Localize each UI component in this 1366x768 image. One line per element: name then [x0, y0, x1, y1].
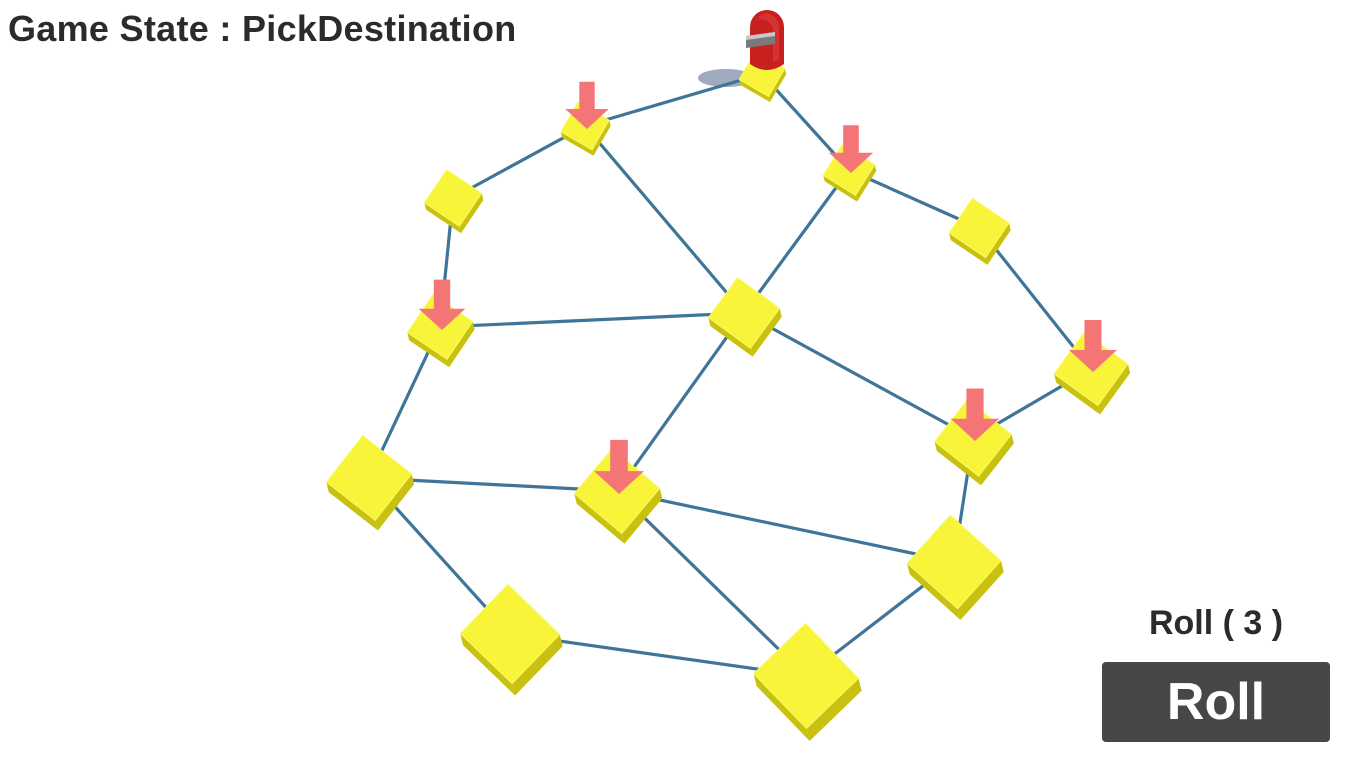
game-state-label: Game State : PickDestination [8, 8, 517, 49]
board-tile-t13[interactable] [459, 583, 563, 696]
player-pawn-icon[interactable] [746, 10, 784, 70]
board-tile-t7[interactable] [707, 277, 782, 357]
destination-arrow-icon [950, 388, 1000, 441]
path-t2-t7 [583, 124, 746, 315]
board-overlays [418, 10, 1117, 494]
destination-arrow-icon [418, 279, 466, 330]
path-t1-t2 [583, 72, 764, 128]
path-t5-t8 [977, 226, 1093, 371]
roll-count-label: Roll ( 3 ) [1148, 604, 1284, 642]
path-t6-t7 [438, 311, 746, 329]
path-t11-t14 [615, 489, 808, 678]
board-tile-t10[interactable] [325, 434, 415, 531]
board-tile-t14[interactable] [752, 622, 862, 741]
board-tile-t12[interactable] [906, 514, 1004, 620]
path-t3-t7 [742, 168, 851, 315]
roll-button[interactable]: Roll [1102, 662, 1330, 742]
destination-arrow-icon [594, 439, 644, 494]
path-t7-t9 [742, 311, 975, 440]
destination-arrow-icon [1069, 320, 1117, 372]
path-t7-t11 [615, 311, 746, 493]
board-tile-t4[interactable] [423, 169, 484, 234]
destination-arrow-icon [828, 125, 874, 173]
board-tiles [325, 50, 1131, 741]
destination-arrow-icon [565, 81, 609, 129]
path-t11-t12 [615, 489, 956, 564]
board-tile-t5[interactable] [948, 197, 1011, 265]
